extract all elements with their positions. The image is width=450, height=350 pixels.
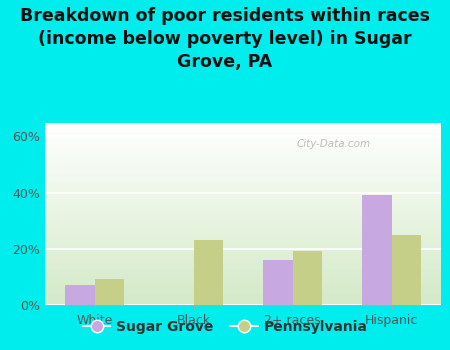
Bar: [292, 251, 322, 304]
Bar: [94, 279, 124, 304]
Text: City-Data.com: City-Data.com: [297, 139, 371, 149]
Bar: [392, 234, 421, 304]
Legend: Sugar Grove, Pennsylvania: Sugar Grove, Pennsylvania: [77, 314, 373, 340]
Bar: [263, 260, 293, 304]
Bar: [362, 195, 392, 304]
Bar: [194, 240, 223, 304]
Bar: [65, 285, 94, 304]
Text: Breakdown of poor residents within races
(income below poverty level) in Sugar
G: Breakdown of poor residents within races…: [20, 7, 430, 71]
